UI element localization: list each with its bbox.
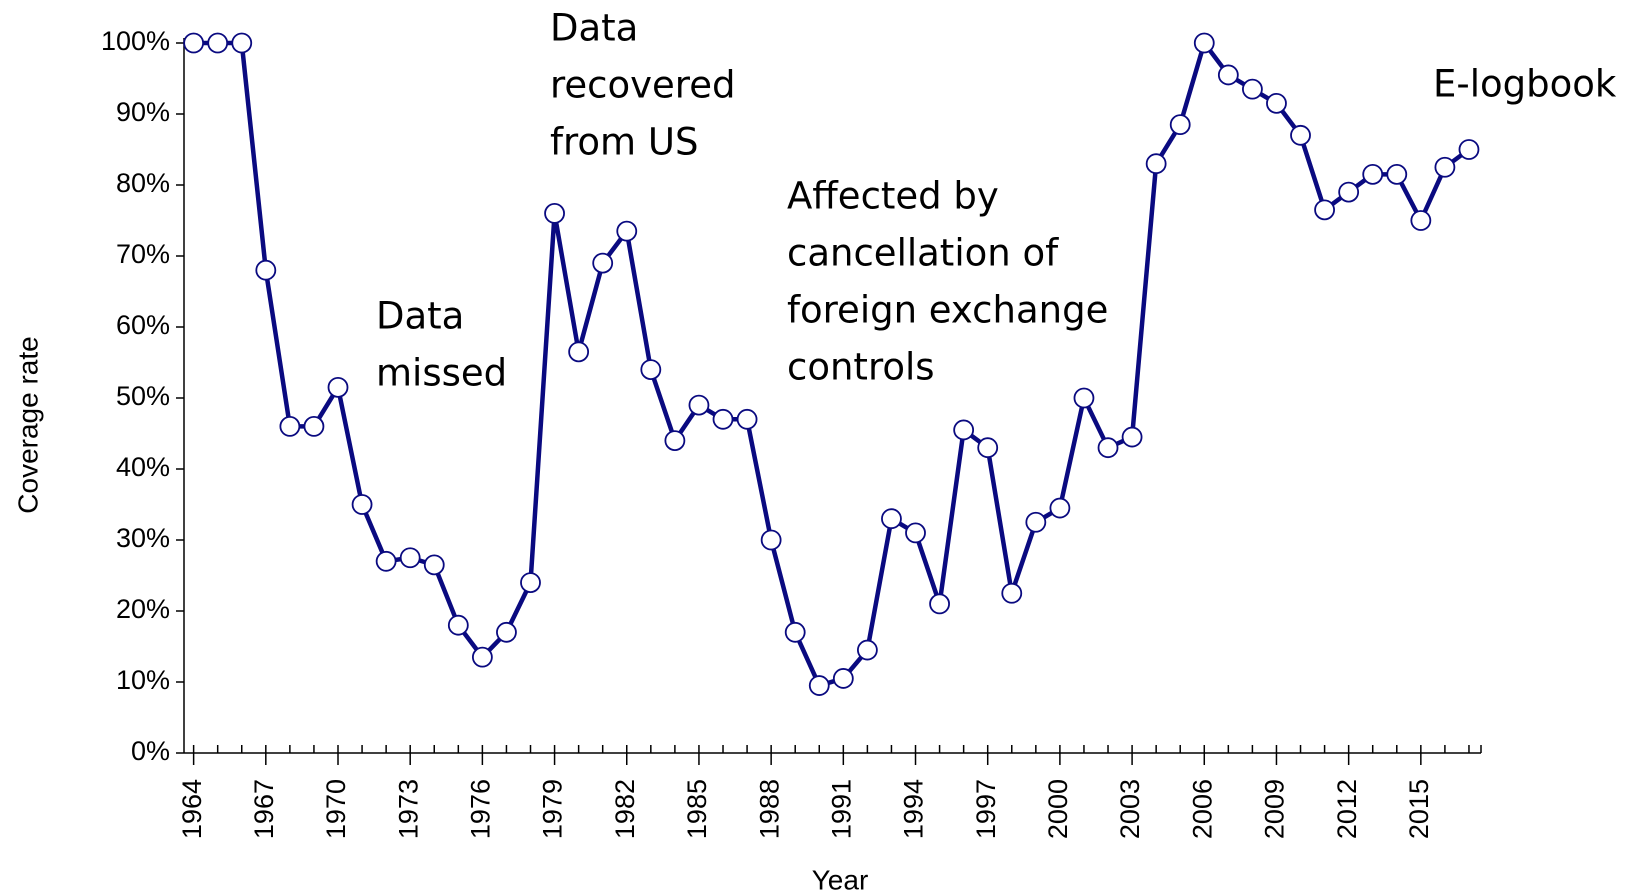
x-tick-label: 2003 [1115,779,1145,839]
data-point [303,415,325,437]
data-point [399,547,421,569]
y-tick-label: 90% [116,97,170,127]
data-point [1458,139,1480,160]
y-tick-label: 50% [116,381,170,411]
data-point [712,408,734,430]
data-point [1410,210,1432,231]
data-point [640,359,662,381]
annotation: Data [376,295,464,338]
x-tick-label: 1967 [249,779,279,839]
data-point [905,522,926,544]
data-point [1386,163,1408,185]
data-point [808,675,830,696]
data-point [616,220,638,242]
x-tick-label: 1964 [177,779,207,839]
data-point [881,508,902,530]
data-point [929,593,950,615]
data-point [1025,511,1047,533]
x-tick-label: 1997 [971,779,1001,839]
data-point [423,554,445,576]
data-point [1121,426,1143,448]
data-point [856,639,878,661]
x-axis-title: Year [812,864,869,895]
data-point [1145,153,1167,175]
y-tick-label: 70% [116,239,170,269]
y-tick-label: 40% [116,452,170,482]
annotation: controls [787,346,935,389]
annotation: E-logbook [1433,63,1617,106]
x-tick-label: 1988 [754,779,784,839]
data-point [1338,181,1360,203]
data-point [496,621,517,643]
annotation: Data [550,7,638,50]
y-tick-label: 10% [116,665,170,695]
annotation: cancellation of [787,232,1059,275]
data-point [207,32,229,54]
data-point [375,550,397,572]
data-point [1049,497,1071,519]
data-point [544,202,565,224]
data-point [760,529,782,551]
x-tick-label: 1976 [466,779,496,839]
data-point [279,415,301,437]
data-point [832,668,854,689]
x-tick-label: 1982 [610,779,640,839]
x-tick-label: 2009 [1260,779,1290,839]
data-point [183,32,205,54]
x-tick-label: 1985 [682,779,712,839]
y-tick-label: 80% [116,168,170,198]
data-point [592,252,614,274]
y-axis-title: Coverage rate [12,336,43,513]
annotation: foreign exchange [787,289,1108,332]
annotation: missed [376,352,507,395]
annotation: Affected by [787,175,999,218]
annotation: from US [550,121,698,164]
data-point [1073,387,1095,409]
data-point [231,32,253,54]
x-tick-label: 1994 [899,779,929,839]
data-point [736,408,758,430]
data-point [327,376,349,398]
data-point [1097,437,1119,459]
data-point [1169,114,1191,136]
data-point [784,621,806,643]
data-point [1290,124,1311,146]
data-point [1001,582,1023,604]
y-tick-label: 30% [116,523,170,553]
data-point [1217,64,1239,86]
x-tick-label: 2012 [1332,779,1362,839]
data-point [977,437,999,459]
data-point [447,614,469,636]
data-point [1266,92,1287,114]
x-tick-label: 1991 [826,779,856,839]
data-point [1193,32,1215,54]
annotation: recovered [550,64,735,107]
x-tick-label: 1973 [393,779,423,839]
x-tick-label: 2006 [1187,779,1217,839]
y-tick-label: 60% [116,310,170,340]
y-tick-label: 20% [116,594,170,624]
data-point [664,430,686,452]
x-tick-label: 1970 [321,779,351,839]
data-point [1362,163,1384,185]
x-tick-label: 2000 [1043,779,1073,839]
y-tick-label: 100% [101,26,170,56]
data-point [688,394,710,416]
data-point [953,419,975,441]
data-point [255,259,277,281]
data-point [1314,199,1335,221]
x-tick-label: 1979 [538,779,568,839]
data-point [471,646,493,668]
data-point [1434,156,1456,178]
data-point [351,494,373,515]
y-tick-label: 0% [131,736,170,766]
data-point [1242,78,1263,100]
x-tick-label: 2015 [1404,779,1434,839]
data-point [568,341,590,363]
data-point [520,572,541,593]
